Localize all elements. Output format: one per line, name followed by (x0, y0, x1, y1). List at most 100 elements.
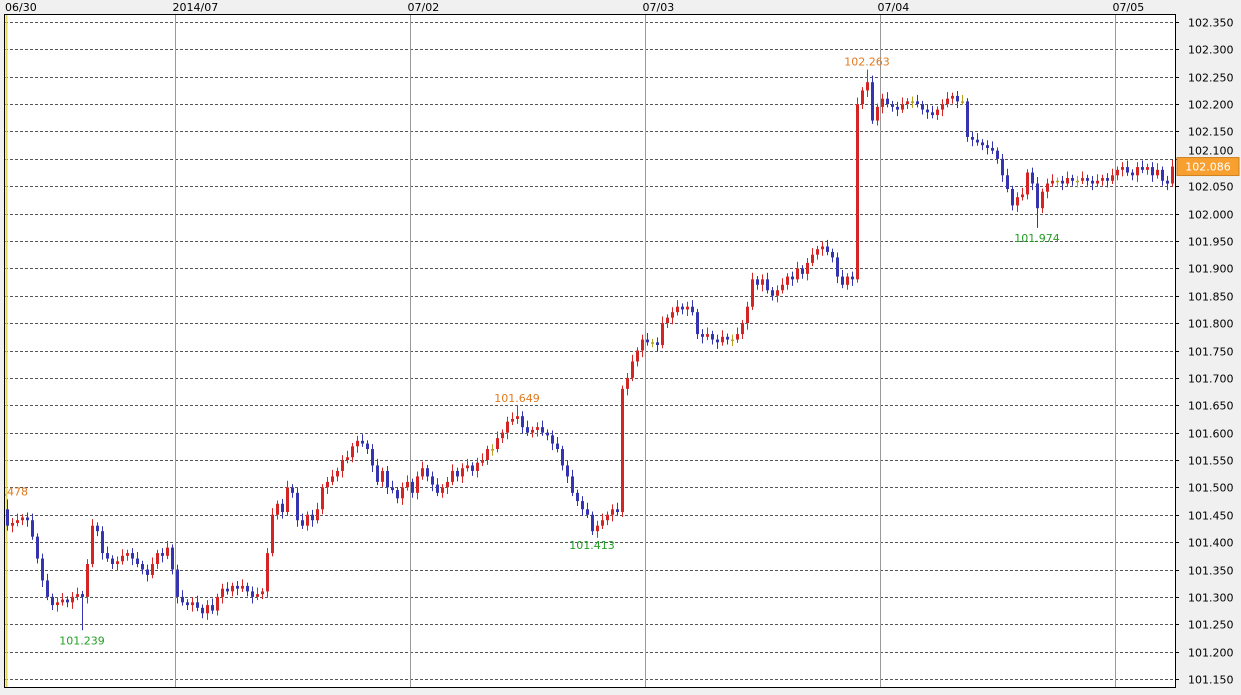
candle (106, 546, 109, 562)
candle-body (321, 487, 324, 510)
high-label: 102.263 (844, 56, 890, 69)
candle-body (381, 470, 384, 482)
candle-body (1051, 180, 1054, 184)
candle-body (1086, 178, 1089, 181)
y-tick-label: 101.150 (1188, 674, 1234, 687)
y-tick-label: 101.400 (1188, 537, 1234, 550)
x-tick-label: 07/04 (878, 1, 910, 14)
candle (341, 455, 344, 478)
candle-body (636, 350, 639, 362)
candle-body (1161, 169, 1164, 181)
low-label: 101.239 (59, 634, 105, 647)
candle-body (246, 585, 249, 592)
candle (1076, 175, 1079, 188)
candle-body (391, 487, 394, 491)
candle-body (926, 109, 929, 113)
candle-body (36, 536, 39, 559)
candle-body (296, 492, 299, 521)
candle (221, 583, 224, 604)
candle (436, 478, 439, 497)
candle (1006, 168, 1009, 193)
candle (951, 92, 954, 104)
candle (316, 502, 319, 524)
candle (501, 429, 504, 444)
high-label: 101.478 (0, 485, 28, 498)
candle-body (511, 418, 514, 422)
candle (526, 420, 529, 436)
candle-body (1001, 158, 1004, 176)
candle-body (1031, 172, 1034, 184)
candle-body (676, 306, 679, 313)
candle-body (861, 90, 864, 105)
candle (851, 271, 854, 286)
candle-body (166, 547, 169, 556)
candle (206, 600, 209, 620)
candle-body (721, 336, 724, 343)
candle (146, 564, 149, 582)
candle (491, 444, 494, 456)
candle (1091, 175, 1094, 191)
candle (976, 133, 979, 146)
candle-body (816, 249, 819, 255)
candle (386, 466, 389, 494)
candle-body (541, 427, 544, 433)
candle-body (686, 306, 689, 310)
candle (866, 69, 869, 98)
candle (846, 273, 849, 290)
candle-body (471, 465, 474, 471)
candle-body (626, 377, 629, 389)
candle-body (866, 82, 869, 91)
candle-body (221, 588, 224, 597)
y-tick-label: 102.050 (1188, 181, 1234, 194)
candle-body (576, 492, 579, 502)
candle (876, 103, 879, 126)
candle-body (991, 147, 994, 151)
candle-body (976, 139, 979, 143)
candle (901, 97, 904, 113)
candle-body (206, 605, 209, 614)
candle-body (41, 558, 44, 581)
candle (551, 430, 554, 451)
candle-body (1071, 178, 1074, 181)
y-tick-label: 101.850 (1188, 291, 1234, 304)
candle (646, 332, 649, 346)
candle-body (181, 596, 184, 603)
candle-body (106, 553, 109, 559)
candle (406, 475, 409, 491)
candle (296, 487, 299, 527)
candle (76, 587, 79, 601)
candle-body (386, 470, 389, 488)
candle-body (706, 334, 709, 337)
candle-body (241, 585, 244, 589)
candle (956, 90, 959, 108)
candle-body (871, 82, 874, 121)
candle (186, 599, 189, 611)
candle-body (1141, 167, 1144, 170)
candle-body (1116, 169, 1119, 176)
candle (1116, 166, 1119, 181)
candle (131, 548, 134, 566)
candle-body (201, 607, 204, 614)
candle (861, 87, 864, 110)
candle (6, 499, 9, 531)
candle (1061, 175, 1064, 191)
candle (1011, 185, 1014, 211)
y-tick-label: 101.700 (1188, 373, 1234, 386)
candle-body (851, 276, 854, 280)
candle-body (1041, 191, 1044, 209)
candle (311, 509, 314, 527)
candle-body (986, 145, 989, 148)
candle-body (1121, 167, 1124, 170)
candle (756, 276, 759, 290)
candle-body (426, 468, 429, 477)
candle (176, 564, 179, 604)
candle (461, 463, 464, 483)
candle (681, 303, 684, 315)
candle-body (251, 591, 254, 597)
candle (261, 588, 264, 600)
candle (111, 555, 114, 569)
candle-body (281, 503, 284, 513)
candle-body (616, 509, 619, 513)
candle-body (266, 553, 269, 592)
candle-body (1026, 172, 1029, 195)
